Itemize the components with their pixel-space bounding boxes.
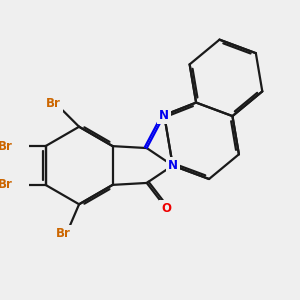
Text: N: N [159, 109, 169, 122]
Text: Br: Br [46, 97, 61, 110]
Text: O: O [161, 202, 171, 214]
Text: Br: Br [0, 140, 13, 153]
Text: Br: Br [56, 227, 71, 240]
Text: Br: Br [0, 178, 13, 191]
Text: N: N [168, 159, 178, 172]
